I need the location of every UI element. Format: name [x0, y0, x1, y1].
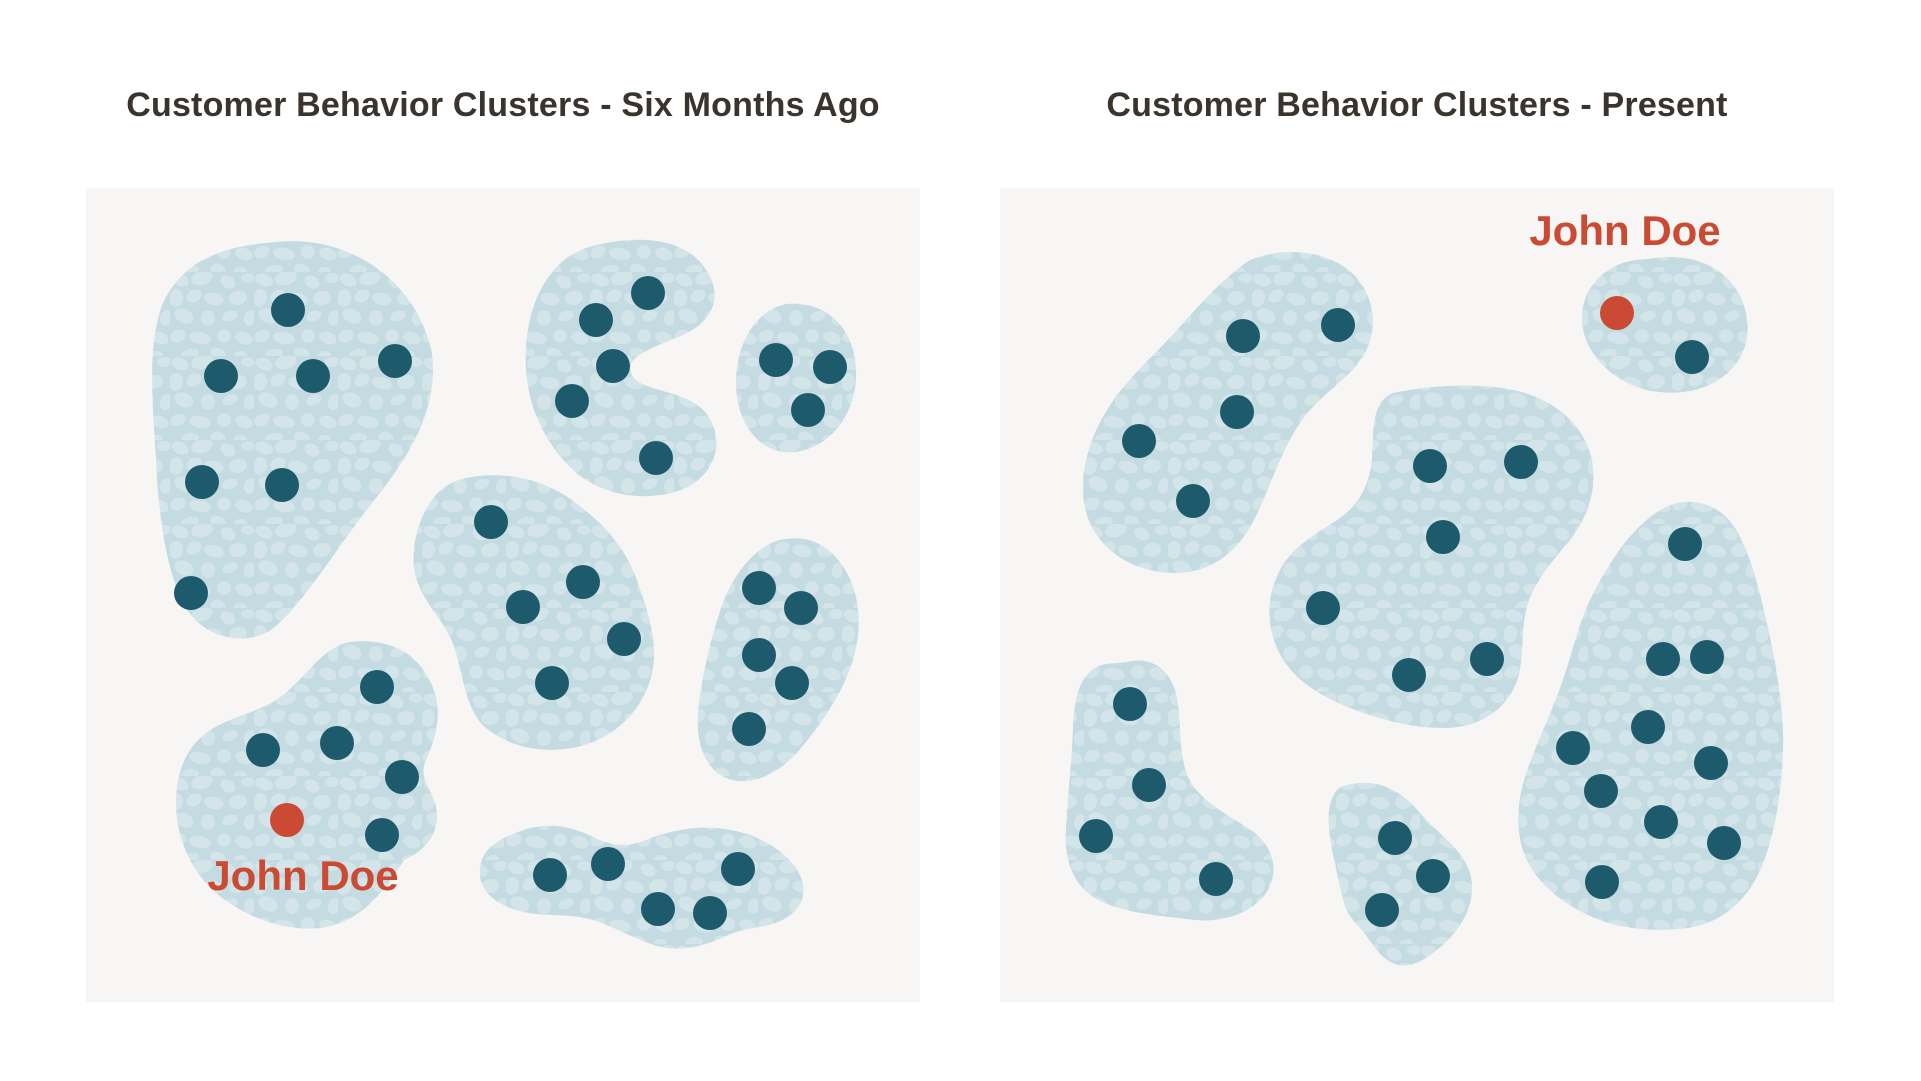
customer-dot — [535, 666, 569, 700]
customer-dot — [1668, 527, 1702, 561]
highlighted-customer-dot — [270, 803, 304, 837]
customer-dot — [775, 666, 809, 700]
cluster-plot-present: John Doe — [1000, 188, 1834, 1002]
customer-dot — [1199, 862, 1233, 896]
customer-dot — [596, 349, 630, 383]
customer-dot — [378, 344, 412, 378]
customer-dot — [639, 441, 673, 475]
customer-dot — [607, 622, 641, 656]
customer-dot — [591, 847, 625, 881]
customer-dot — [791, 393, 825, 427]
customer-dot — [533, 858, 567, 892]
cluster-blob — [1065, 660, 1274, 921]
customer-dot — [174, 576, 208, 610]
customer-dot — [1585, 865, 1619, 899]
customer-dot — [641, 892, 675, 926]
customer-dot — [1556, 731, 1590, 765]
customer-dot — [1631, 710, 1665, 744]
customer-dot — [1122, 424, 1156, 458]
customer-dot — [385, 760, 419, 794]
customer-dot — [693, 896, 727, 930]
customer-dot — [265, 468, 299, 502]
customer-dot — [555, 384, 589, 418]
customer-dot — [1504, 445, 1538, 479]
customer-dot — [1378, 821, 1412, 855]
customer-dot — [365, 818, 399, 852]
customer-dot — [1644, 805, 1678, 839]
cluster-blob — [479, 825, 804, 949]
customer-dot — [204, 359, 238, 393]
customer-dot — [742, 571, 776, 605]
customer-dot — [784, 591, 818, 625]
customer-dot — [1690, 640, 1724, 674]
customer-dot — [1392, 658, 1426, 692]
cluster-blob — [736, 303, 857, 453]
customer-dot — [185, 465, 219, 499]
cluster-blob — [697, 538, 859, 782]
cluster-canvas: John Doe — [1065, 207, 1784, 966]
customer-dot — [1226, 319, 1260, 353]
customer-dot — [566, 565, 600, 599]
customer-dot — [1675, 340, 1709, 374]
customer-dot — [246, 733, 280, 767]
customer-dot — [1707, 826, 1741, 860]
customer-dot — [1306, 591, 1340, 625]
highlighted-customer-label: John Doe — [1529, 207, 1720, 254]
customer-dot — [1176, 484, 1210, 518]
customer-dot — [742, 638, 776, 672]
customer-dot — [1321, 308, 1355, 342]
chart-title-six-months-ago: Customer Behavior Clusters - Six Months … — [126, 86, 880, 124]
customer-dot — [813, 350, 847, 384]
customer-dot — [1646, 642, 1680, 676]
customer-dot — [474, 505, 508, 539]
customer-dot — [1132, 768, 1166, 802]
customer-dot — [1416, 859, 1450, 893]
customer-dot — [759, 343, 793, 377]
customer-dot — [360, 670, 394, 704]
chart-title-present: Customer Behavior Clusters - Present — [1106, 86, 1728, 124]
customer-dot — [320, 726, 354, 760]
customer-dot — [506, 590, 540, 624]
customer-dot — [1694, 746, 1728, 780]
cluster-blob — [1328, 782, 1473, 966]
customer-dot — [1413, 449, 1447, 483]
highlighted-customer-dot — [1600, 296, 1634, 330]
customer-dot — [1470, 642, 1504, 676]
customer-dot — [1365, 893, 1399, 927]
cluster-plot-six-months-ago: John Doe — [86, 188, 920, 1002]
customer-dot — [1079, 819, 1113, 853]
cluster-blob — [176, 641, 438, 929]
customer-dot — [579, 303, 613, 337]
customer-dot — [1426, 520, 1460, 554]
customer-dot — [296, 359, 330, 393]
customer-dot — [1220, 395, 1254, 429]
customer-dot — [732, 712, 766, 746]
customer-dot — [1113, 687, 1147, 721]
customer-dot — [631, 276, 665, 310]
customer-dot — [271, 293, 305, 327]
highlighted-customer-label: John Doe — [207, 852, 398, 899]
cluster-canvas: John Doe — [152, 239, 859, 949]
cluster-blob — [152, 241, 433, 639]
customer-dot — [1584, 774, 1618, 808]
cluster-blob — [1269, 385, 1594, 728]
customer-dot — [721, 852, 755, 886]
